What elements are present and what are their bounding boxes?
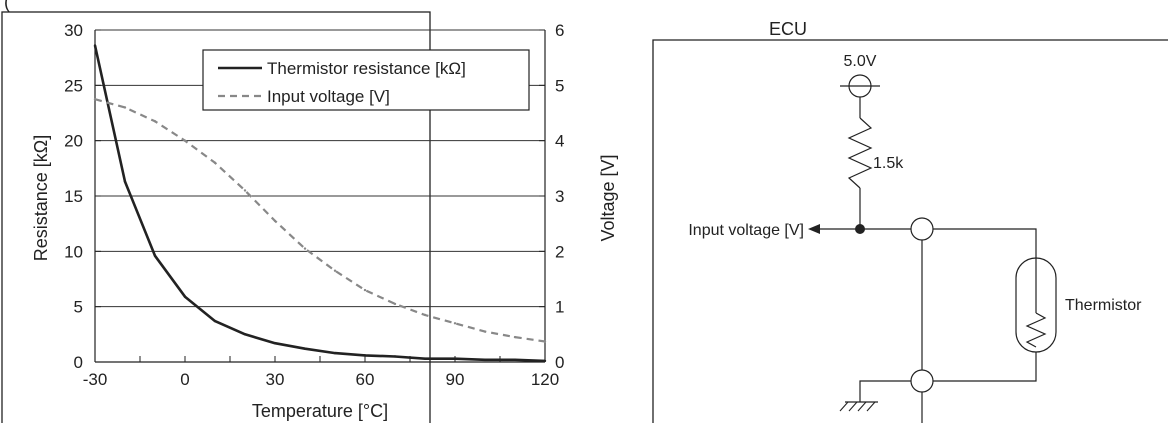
- x-axis-label: Temperature [°C]: [252, 401, 388, 421]
- chart-series: [93, 44, 547, 363]
- series-0-point-11: [423, 357, 427, 360]
- series-1-point-14: [513, 335, 517, 339]
- series-1-point-3: [183, 139, 187, 142]
- ecu-label: ECU: [769, 19, 807, 39]
- y2-tick-label-1: 1: [555, 298, 564, 317]
- supply-terminal-icon: [840, 74, 880, 98]
- ground-wire: [859, 380, 911, 402]
- supply-label: 5.0V: [844, 53, 877, 70]
- series-1-point-8: [333, 269, 337, 272]
- ground-icon: [839, 401, 878, 412]
- series-0-point-6: [273, 341, 277, 345]
- y-tick-label-0: 0: [74, 353, 83, 372]
- chart-legend: Thermistor resistance [kΩ] Input voltage…: [202, 49, 530, 111]
- series-1-point-9: [363, 288, 367, 292]
- y-tick-label-6: 30: [64, 21, 83, 40]
- series-0-point-10: [393, 355, 397, 358]
- x-tick-label-2: 30: [266, 370, 285, 389]
- x-tick-label-4: 90: [446, 370, 465, 389]
- thermistor-icon: [1015, 257, 1057, 353]
- series-0-point-12: [453, 357, 457, 360]
- series-0-point-15: [543, 359, 547, 363]
- thermistor-label: Thermistor: [1065, 297, 1142, 314]
- x-tick-label-0: -30: [83, 370, 108, 389]
- y2-tick-label-4: 4: [555, 132, 564, 151]
- y-axis-label: Resistance [kΩ]: [31, 135, 51, 262]
- series-0-point-2: [153, 254, 157, 257]
- ecu-schematic: ECU 5.0V 1.5k Input voltage [V]: [652, 19, 1168, 423]
- series-0-point-0: [93, 44, 97, 47]
- x-tick-label-3: 60: [356, 370, 375, 389]
- series-0-point-1: [123, 180, 127, 183]
- series-line-0: [93, 45, 546, 363]
- output-label: Input voltage [V]: [688, 222, 804, 239]
- y-tick-label-3: 15: [64, 187, 83, 206]
- series-0-point-5: [243, 333, 247, 336]
- y2-tick-label-3: 3: [555, 187, 564, 206]
- series-1-point-12: [453, 322, 457, 325]
- y2-tick-label-6: 6: [555, 21, 564, 40]
- y-tick-label-5: 25: [64, 76, 83, 95]
- y2-tick-label-2: 2: [555, 242, 564, 261]
- series-1-point-1: [123, 106, 127, 109]
- series-1-point-0: [93, 97, 97, 101]
- series-1-point-2: [153, 120, 157, 123]
- y-tick-label-1: 5: [74, 298, 83, 317]
- series-0-point-13: [483, 358, 487, 361]
- output-arrow-icon: [808, 224, 820, 234]
- series-1-point-10: [393, 302, 397, 306]
- chart-header-fragment: (: [4, 0, 10, 12]
- series-0-point-3: [183, 295, 187, 298]
- connector-pin-top: [910, 217, 934, 241]
- series-1-point-15: [543, 340, 547, 343]
- legend-label-resistance: Thermistor resistance [kΩ]: [267, 59, 466, 78]
- series-0-point-4: [213, 319, 217, 323]
- y-tick-label-2: 10: [64, 242, 83, 261]
- thermistor-wire-bottom: [933, 352, 1037, 382]
- legend-box: [202, 49, 530, 111]
- series-1-point-6: [273, 219, 277, 223]
- series-0-point-7: [303, 347, 307, 350]
- resistor-icon: [847, 117, 873, 189]
- series-1-point-11: [423, 313, 427, 317]
- series-0-point-8: [333, 351, 337, 355]
- resistor-label: 1.5k: [873, 155, 904, 172]
- series-1-point-7: [303, 247, 307, 250]
- x-tick-label-1: 0: [180, 370, 189, 389]
- legend-label-voltage: Input voltage [V]: [267, 87, 390, 106]
- series-1-point-13: [483, 330, 487, 333]
- connector-pin-bottom: [910, 369, 934, 393]
- ecu-box-outline: [652, 39, 1168, 423]
- series-line-1: [94, 98, 546, 343]
- series-0-point-9: [363, 354, 367, 357]
- thermistor-wire-top: [933, 228, 1037, 313]
- series-0-point-14: [513, 358, 517, 361]
- series-1-point-5: [243, 189, 247, 192]
- y2-tick-label-0: 0: [555, 353, 564, 372]
- y-tick-label-4: 20: [64, 132, 83, 151]
- x-tick-label-5: 120: [531, 370, 559, 389]
- thermistor-zigzag-icon: [1025, 312, 1047, 348]
- chart-panel-frame: [1, 11, 431, 423]
- series-1-point-4: [213, 161, 217, 164]
- y2-axis-label: Voltage [V]: [598, 154, 618, 241]
- y2-tick-label-5: 5: [555, 76, 564, 95]
